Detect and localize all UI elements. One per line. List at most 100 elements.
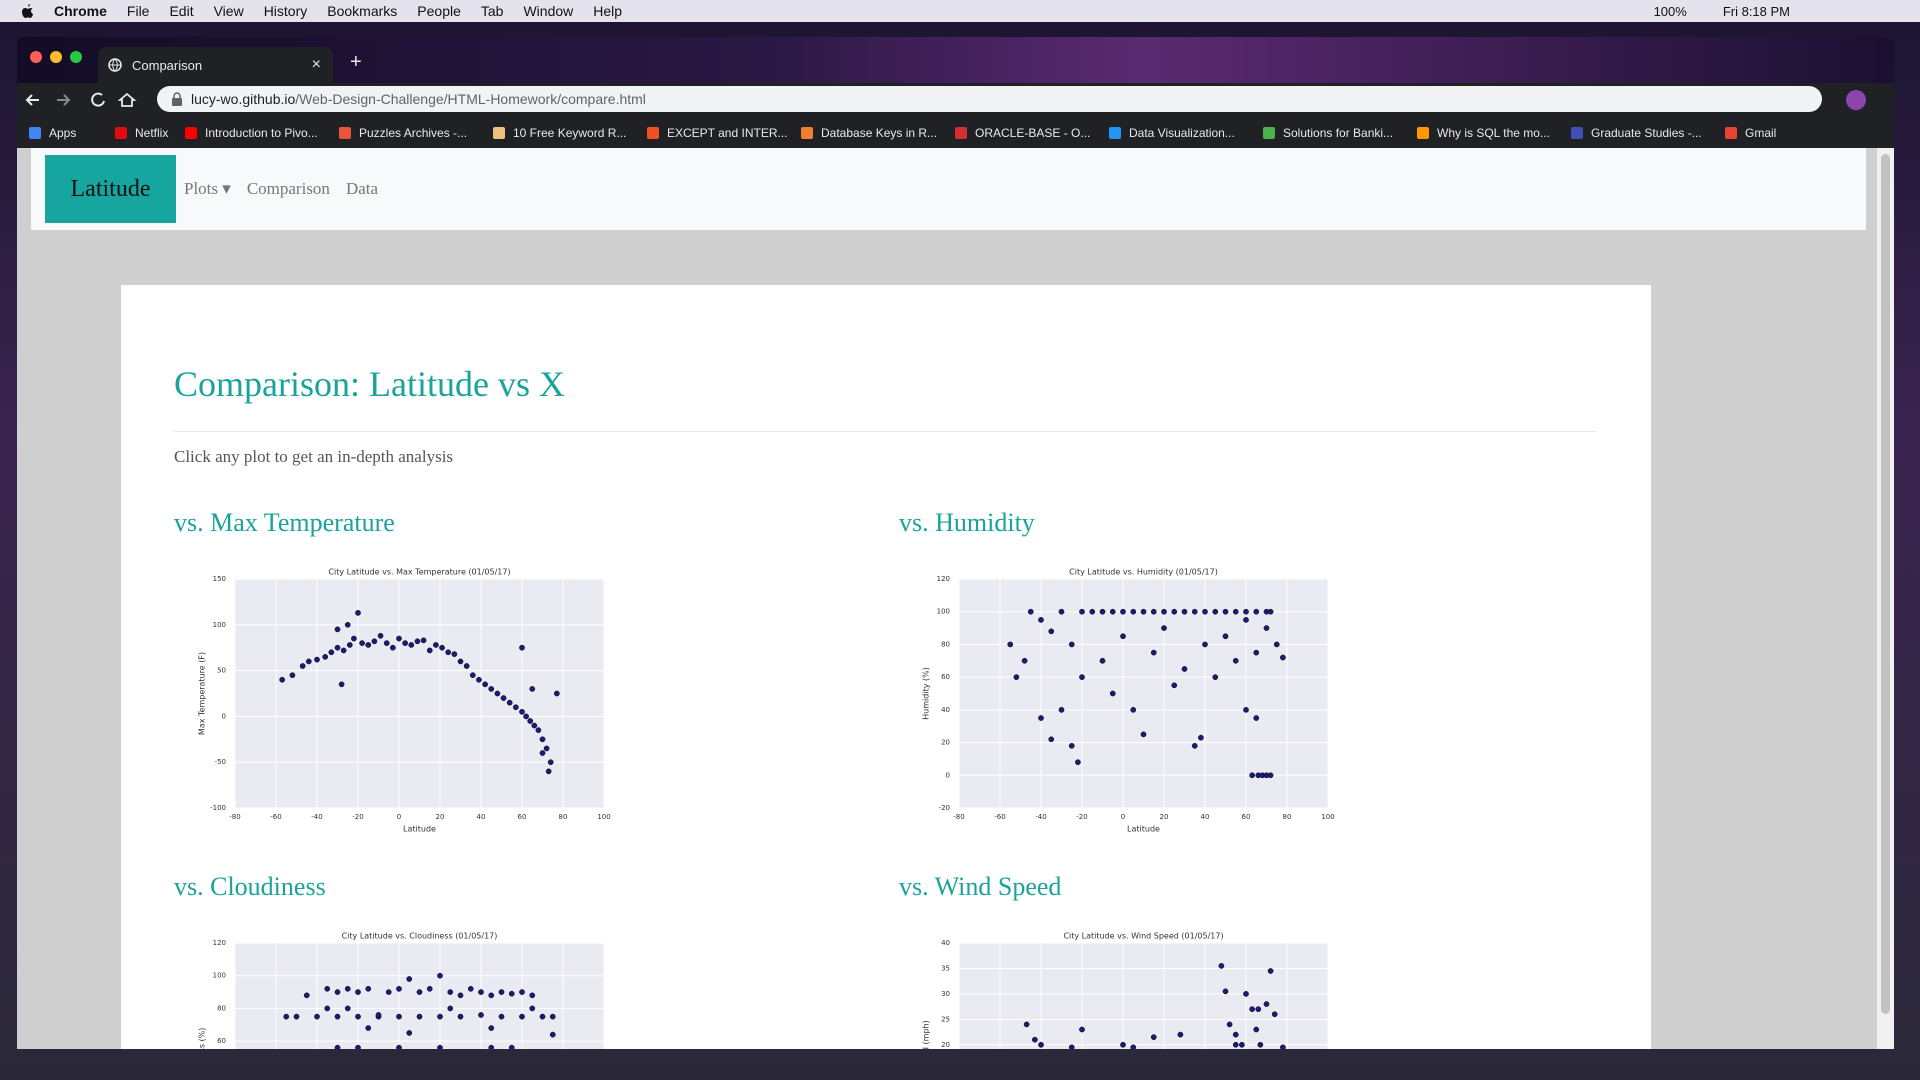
x-tick-label: -60 xyxy=(994,813,1005,821)
battery[interactable]: 100% xyxy=(1653,3,1687,19)
nav-link[interactable]: Data xyxy=(345,179,379,198)
y-tick-label: 60 xyxy=(217,1037,226,1045)
close-button[interactable] xyxy=(30,51,42,63)
zoom-button[interactable] xyxy=(70,51,82,63)
scatter-point xyxy=(549,1031,556,1038)
scatter-point xyxy=(390,644,396,651)
menu-item[interactable]: Bookmarks xyxy=(327,3,398,19)
scatter-point xyxy=(1079,608,1085,615)
scatter-point xyxy=(433,642,439,648)
bookmark-icon xyxy=(647,126,659,139)
y-axis-label: Humidity (%) xyxy=(922,667,931,720)
bookmark-label: Graduate Studies -... xyxy=(1591,125,1702,140)
bookmark[interactable]: EXCEPT and INTER... xyxy=(647,125,788,140)
scatter-point xyxy=(498,989,505,995)
scatter-point xyxy=(1027,608,1034,615)
scatter-chart[interactable]: City Latitude vs. Max Temperature (01/05… xyxy=(190,563,620,853)
bookmark[interactable]: Solutions for Banki... xyxy=(1263,126,1403,140)
y-tick-label: 0 xyxy=(222,712,226,720)
scatter-point xyxy=(1130,608,1137,615)
scatter-point xyxy=(1253,1026,1260,1033)
profile-avatar[interactable] xyxy=(1846,90,1866,110)
scatter-point xyxy=(1032,1036,1038,1043)
menu-item[interactable]: Window xyxy=(523,3,574,19)
menu-item[interactable]: People xyxy=(417,3,461,19)
bookmark[interactable]: ORACLE-BASE - O... xyxy=(955,126,1095,140)
menu-item[interactable]: View xyxy=(213,3,244,19)
x-tick-label: 60 xyxy=(1242,813,1251,821)
x-tick-label: 100 xyxy=(1321,813,1334,821)
scatter-point xyxy=(1273,641,1280,648)
bookmark[interactable]: Netflix xyxy=(115,126,171,140)
bookmark[interactable]: Why is SQL the mo... xyxy=(1417,126,1557,140)
scatter-point xyxy=(1191,608,1198,615)
scatter-point xyxy=(340,647,347,654)
bookmark[interactable]: Data Visualization... xyxy=(1109,126,1249,140)
y-axis-label: Max Temperature (F) xyxy=(198,652,207,735)
x-tick-label: 80 xyxy=(559,813,568,821)
scatter-point xyxy=(488,1044,495,1049)
tab[interactable]: Comparison × xyxy=(98,47,333,83)
scatter-point xyxy=(1058,707,1065,713)
content-card: Comparison: Latitude vs X Click any plot… xyxy=(121,285,1651,1049)
y-tick-label: 25 xyxy=(941,1015,950,1023)
scatter-point xyxy=(396,635,402,642)
scatter-point xyxy=(283,1013,290,1020)
scatter-point xyxy=(1120,1041,1126,1048)
x-tick-label: 40 xyxy=(1201,813,1210,821)
bookmark[interactable]: Introduction to Pivo... xyxy=(185,126,325,140)
bookmark[interactable]: Apps xyxy=(29,126,101,140)
bookmark[interactable]: 10 Free Keyword R... xyxy=(493,126,633,140)
bookmark-icon xyxy=(29,126,41,139)
y-tick-label: 80 xyxy=(217,1004,226,1012)
bookmark-label: Apps xyxy=(49,125,77,140)
clock[interactable]: Fri 8:18 PM xyxy=(1722,3,1790,19)
bookmark[interactable]: Graduate Studies -... xyxy=(1571,126,1711,140)
divider xyxy=(174,431,1596,432)
y-tick-label: 80 xyxy=(941,640,950,648)
scatter-point xyxy=(371,638,378,645)
menu-item[interactable]: Edit xyxy=(169,3,194,19)
scatter-point xyxy=(1048,736,1055,743)
scatter-point xyxy=(344,985,351,992)
scatter-point xyxy=(1021,657,1028,664)
scatter-chart[interactable]: City Latitude vs. Wind Speed (01/05/17)-… xyxy=(914,927,1344,1049)
minimize-button[interactable] xyxy=(50,51,62,63)
menu-item[interactable]: Help xyxy=(593,3,623,19)
bookmark[interactable]: Gmail xyxy=(1725,126,1865,140)
scatter-point xyxy=(1038,715,1044,721)
y-tick-label: 35 xyxy=(941,964,950,972)
nav-buttons[interactable] xyxy=(17,83,147,117)
tab-close[interactable]: × xyxy=(311,56,321,73)
scatter-point xyxy=(1130,707,1137,713)
scatter-chart[interactable]: City Latitude vs. Humidity (01/05/17) -80… xyxy=(914,563,1344,853)
address-bar[interactable]: lucy-wo.github.io/Web-Design-Challenge/H… xyxy=(157,86,1822,112)
nav-link[interactable]: Plots ▾ xyxy=(184,179,231,198)
brand[interactable]: Latitude xyxy=(45,155,176,223)
apple-icon[interactable] xyxy=(20,2,36,20)
scatter-point xyxy=(554,690,560,697)
bookmark[interactable]: Database Keys in R... xyxy=(801,126,941,140)
scrollbar[interactable] xyxy=(1877,148,1894,1049)
bookmark-label: EXCEPT and INTER... xyxy=(667,125,788,140)
bookmark-label: Netflix xyxy=(135,125,169,140)
bookmark-icon xyxy=(1263,126,1275,139)
new-tab[interactable]: + xyxy=(350,51,362,73)
nav-link[interactable]: Comparison xyxy=(246,179,330,198)
bookmark[interactable]: Puzzles Archives -... xyxy=(339,126,479,140)
scatter-point xyxy=(488,992,495,999)
scatter-point xyxy=(478,989,484,995)
menu-item[interactable]: File xyxy=(126,3,150,19)
scatter-point xyxy=(402,640,408,646)
scatter-chart[interactable]: City Latitude vs. Cloudiness (01/05/17)-… xyxy=(190,927,620,1049)
scatter-point xyxy=(1267,772,1274,779)
scatter-point xyxy=(1181,608,1188,615)
scroll-thumb[interactable] xyxy=(1881,154,1890,1014)
scatter-point xyxy=(420,637,427,644)
scatter-point xyxy=(359,640,365,646)
app-name[interactable]: Chrome xyxy=(54,3,107,19)
menu-item[interactable]: Tab xyxy=(480,3,504,19)
scatter-point xyxy=(545,768,552,775)
menu-item[interactable]: History xyxy=(263,3,308,19)
